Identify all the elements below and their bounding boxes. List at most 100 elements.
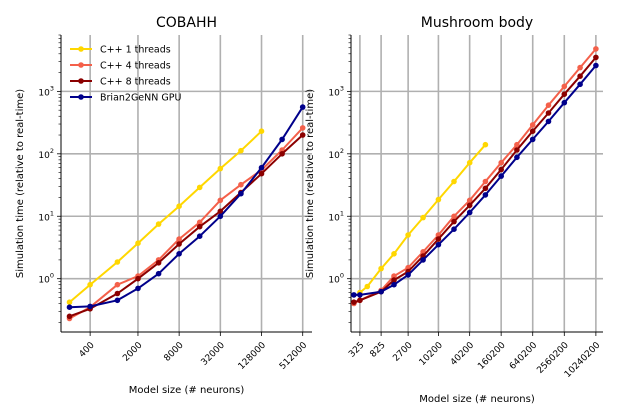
x-tick-label: 400 <box>77 340 96 359</box>
data-point <box>135 275 141 282</box>
data-point <box>238 190 244 197</box>
data-point <box>405 272 411 278</box>
data-point <box>577 73 583 79</box>
x-tick-label: 640200 <box>508 340 540 372</box>
data-point <box>378 265 384 272</box>
x-tick-label: 10200 <box>418 340 446 368</box>
data-point <box>196 219 203 226</box>
legend-label: C++ 8 threads <box>100 77 171 88</box>
data-point <box>545 118 552 125</box>
chart-title: Mushroom body <box>421 15 533 31</box>
y-tick-exponent: 3 <box>50 84 54 92</box>
data-point <box>593 62 599 69</box>
data-point <box>364 283 371 290</box>
data-point <box>66 299 73 306</box>
data-point <box>238 147 244 154</box>
y-tick-label: 102 <box>38 147 54 161</box>
y-tick-exponent: 2 <box>50 147 54 155</box>
data-point <box>114 259 121 265</box>
series-line <box>353 56 597 304</box>
legend-item-c-8-threads: C++ 8 threads <box>70 77 171 88</box>
data-point <box>498 173 505 179</box>
data-point <box>391 251 397 257</box>
x-tick-label: 2000 <box>121 340 144 363</box>
data-point <box>196 223 203 230</box>
data-point <box>135 240 141 246</box>
x-axis-label: Model size (# neurons) <box>129 385 245 396</box>
y-axis-label: Simulation time (relative to real-time) <box>15 89 26 278</box>
data-point <box>482 192 489 198</box>
data-point <box>561 83 568 90</box>
data-point <box>299 125 306 131</box>
data-point <box>529 122 536 128</box>
legend-swatch-marker <box>78 78 84 84</box>
data-point <box>351 292 357 298</box>
data-point <box>217 213 224 220</box>
data-point <box>466 197 473 204</box>
series-line <box>69 106 304 309</box>
legend-swatch-marker <box>78 62 84 68</box>
data-point <box>482 178 489 185</box>
data-point <box>357 292 363 298</box>
y-tick-label: 101 <box>328 209 344 223</box>
data-point <box>391 273 397 279</box>
data-point <box>466 209 473 216</box>
series-c-8-threads <box>351 54 599 306</box>
data-point <box>420 214 426 221</box>
chart-title: COBAHH <box>156 15 217 31</box>
legend-label: Brian2GeNN GPU <box>100 93 181 104</box>
legend: C++ 1 threads C++ 4 threads C++ 8 threads B… <box>70 45 181 104</box>
x-tick-label: 40200 <box>449 340 477 368</box>
data-point <box>561 99 568 106</box>
y-tick-label: 101 <box>38 209 54 223</box>
y-tick-exponent: 0 <box>340 272 344 280</box>
series-c-4-threads <box>351 46 599 307</box>
data-point <box>176 236 182 242</box>
y-tick-label: 103 <box>38 84 54 98</box>
series-c-8-threads <box>66 132 306 320</box>
x-tick-label: 512000 <box>278 340 310 372</box>
data-point <box>466 159 473 166</box>
data-point <box>258 170 265 177</box>
data-point <box>155 260 162 266</box>
data-point <box>114 297 121 304</box>
y-tick-exponent: 3 <box>340 84 344 92</box>
legend-swatch-marker <box>78 94 84 100</box>
data-point <box>238 181 244 188</box>
data-point <box>593 54 599 61</box>
series-line <box>359 144 487 294</box>
data-point <box>66 313 73 320</box>
data-point <box>176 203 182 209</box>
y-tick-label: 102 <box>328 147 344 161</box>
data-point <box>451 226 457 232</box>
data-point <box>514 154 520 161</box>
data-point <box>378 288 384 295</box>
data-point <box>577 64 583 71</box>
x-tick-label: 825 <box>368 341 387 360</box>
series-line <box>69 134 304 318</box>
legend-item-c-1-threads: C++ 1 threads <box>70 45 171 56</box>
data-point <box>357 297 363 304</box>
data-point <box>299 104 306 110</box>
data-point <box>545 102 552 108</box>
x-tick-label: 325 <box>347 341 366 360</box>
data-point <box>593 46 599 52</box>
data-point <box>420 257 426 263</box>
data-point <box>451 213 457 220</box>
data-point <box>529 128 536 134</box>
data-point <box>155 270 162 277</box>
data-point <box>217 165 224 172</box>
data-point <box>514 147 520 153</box>
data-point <box>451 218 457 225</box>
data-point <box>135 285 141 292</box>
chart-cobahh: 400 2000 8000 32000 128000 512000100101102103… <box>15 15 312 396</box>
legend-label: C++ 4 threads <box>100 61 171 72</box>
series-c-1-threads <box>357 141 489 296</box>
y-axis-label: Simulation time (relative to real-time) <box>305 89 316 278</box>
data-point <box>196 184 203 191</box>
y-tick-exponent: 2 <box>340 147 344 155</box>
data-point <box>279 151 285 157</box>
data-point <box>498 166 505 173</box>
data-point <box>87 303 93 310</box>
